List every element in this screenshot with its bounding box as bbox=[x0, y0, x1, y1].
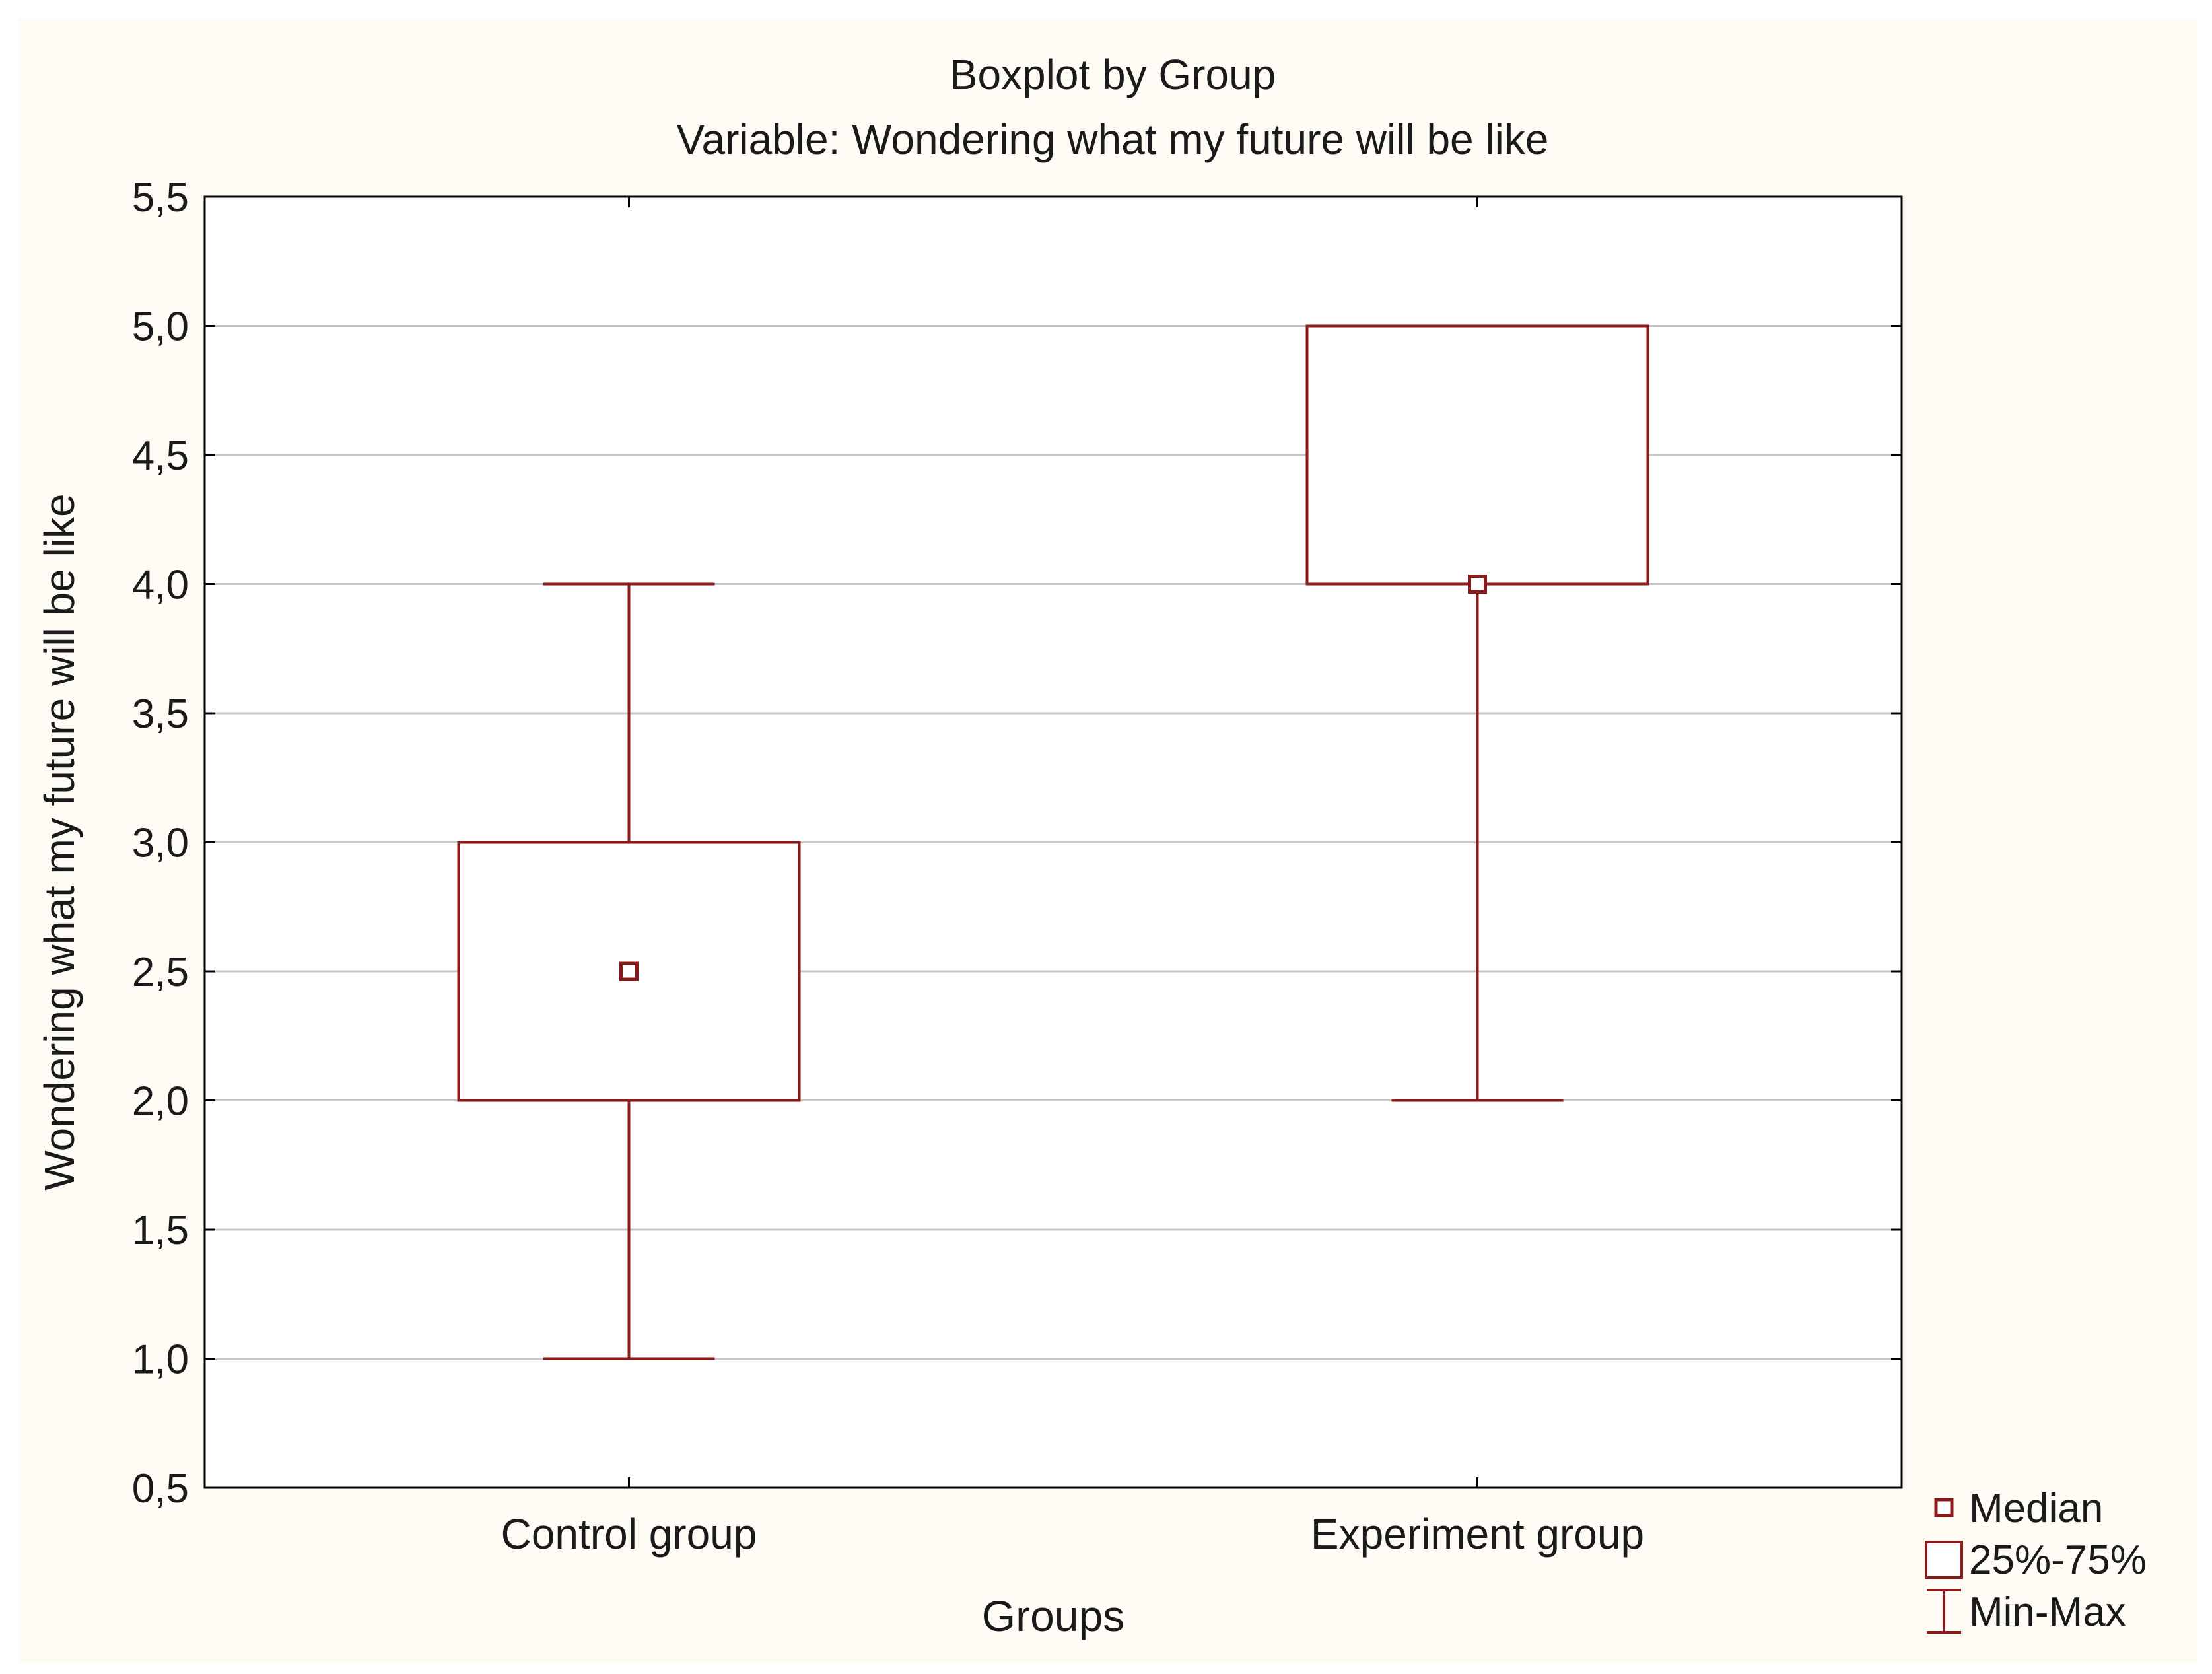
x-axis: Control group Experiment group bbox=[501, 197, 1644, 1558]
median-marker bbox=[619, 961, 639, 981]
x-axis-label: Groups bbox=[982, 1591, 1124, 1640]
median-marker bbox=[1468, 575, 1487, 594]
y-tick-label: 5,5 bbox=[132, 175, 189, 221]
box-marks bbox=[457, 324, 1649, 1360]
legend: Median 25%-75% Min-Max bbox=[1925, 1486, 2147, 1635]
y-tick-label: 3,5 bbox=[132, 691, 189, 737]
y-tick-label: 5,0 bbox=[132, 304, 189, 350]
y-tick-label: 3,0 bbox=[132, 821, 189, 866]
x-tick-label: Control group bbox=[501, 1510, 757, 1558]
legend-label: 25%-75% bbox=[1969, 1537, 2147, 1583]
legend-whisker-icon bbox=[1927, 1589, 1961, 1634]
legend-box-icon bbox=[1925, 1541, 1963, 1579]
box-iqr bbox=[1305, 324, 1649, 586]
legend-median-icon bbox=[1934, 1498, 1954, 1517]
y-tick-label: 2,5 bbox=[132, 950, 189, 995]
y-axis-label: Wondering what my future will be like bbox=[36, 493, 83, 1190]
box-group-2 bbox=[1305, 324, 1649, 1102]
y-axis: 0,5 1,0 1,5 2,0 2,5 3,0 3,5 4,0 4,5 5,0 5,5 bbox=[132, 175, 1902, 1512]
y-tick-label: 1,5 bbox=[132, 1208, 189, 1253]
legend-label: Min-Max bbox=[1969, 1589, 2126, 1635]
chart-title: Boxplot by Group bbox=[950, 51, 1276, 98]
y-tick-label: 1,0 bbox=[132, 1337, 189, 1383]
y-tick-label: 0,5 bbox=[132, 1466, 189, 1512]
legend-label: Median bbox=[1969, 1486, 2103, 1531]
y-tick-label: 4,5 bbox=[132, 433, 189, 479]
box-group-1 bbox=[457, 582, 801, 1360]
y-tick-label: 4,0 bbox=[132, 563, 189, 608]
x-tick-label: Experiment group bbox=[1311, 1510, 1644, 1558]
chart-subtitle: Variable: Wondering what my future will … bbox=[677, 116, 1549, 163]
y-tick-label: 2,0 bbox=[132, 1079, 189, 1125]
